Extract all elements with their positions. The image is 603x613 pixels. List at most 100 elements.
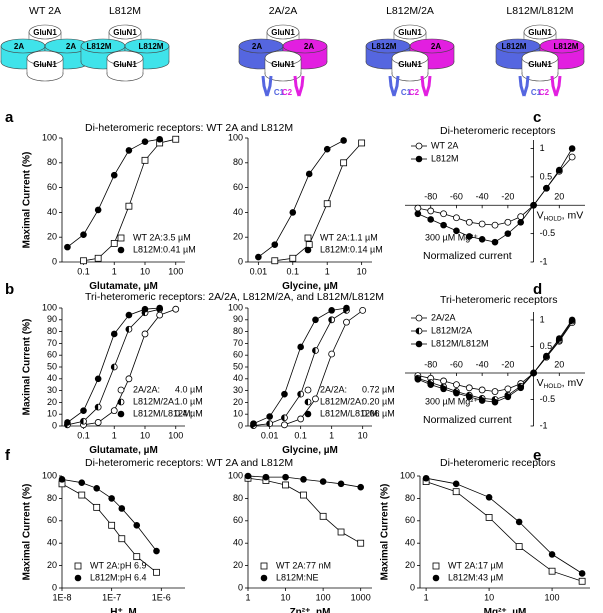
data-point <box>281 414 288 422</box>
marker-shape <box>266 413 273 420</box>
x-tick-label: 10 <box>358 430 368 440</box>
glun1-front <box>521 50 559 82</box>
x-tick-label: -20 <box>501 192 514 202</box>
data-point <box>110 330 118 338</box>
fit-line <box>425 481 583 582</box>
marker-shape <box>281 421 288 429</box>
data-point <box>415 155 423 163</box>
legend-label: 2A/2A <box>431 312 456 322</box>
marker-shape <box>504 218 512 226</box>
marker-shape <box>517 213 525 221</box>
data-point <box>427 381 435 388</box>
x-axis-label-part: Glutamate, µM <box>89 281 158 292</box>
legend-value: pH 6.9 <box>120 560 147 570</box>
data-point <box>517 213 525 221</box>
schematic-label: GluN1 <box>398 28 422 37</box>
y-tick-label: 10 <box>47 409 57 419</box>
x-tick-label: 0.1 <box>287 266 300 276</box>
data-point <box>305 241 313 249</box>
marker-shape <box>64 419 71 426</box>
marker-shape <box>110 239 118 247</box>
y-tick-label: 100 <box>228 132 243 142</box>
data-point <box>262 473 270 481</box>
marker-shape <box>133 553 141 561</box>
data-point <box>319 512 327 520</box>
x-tick-label: 0.01 <box>261 430 279 440</box>
tail-label: C1 <box>401 88 412 97</box>
schematic-label: L812M <box>502 42 527 51</box>
data-point <box>305 170 313 178</box>
data-point <box>555 335 563 342</box>
data-point <box>515 543 523 550</box>
y-tick-label: -0.5 <box>540 228 556 238</box>
marker-shape <box>478 386 486 394</box>
panel-title: Tri-heteromeric receptors: 2A/2A, L812M/… <box>85 291 384 303</box>
data-point <box>491 388 499 395</box>
glun1-front <box>264 50 302 82</box>
marker-shape <box>80 407 87 414</box>
marker-shape <box>118 505 126 512</box>
cylinder-top <box>266 24 300 40</box>
y-tick-label: 0.5 <box>540 341 553 351</box>
schematic-label: GluN1 <box>528 60 552 69</box>
cylinder-top <box>539 38 585 54</box>
data-point <box>304 398 312 406</box>
legend-value: 0.14 µM <box>350 244 383 254</box>
marker-shape <box>281 390 288 398</box>
marker-shape <box>343 318 350 326</box>
y-tick-label: 100 <box>228 302 243 312</box>
schematic-label: 2A <box>431 42 441 51</box>
data-point <box>337 528 345 536</box>
data-point <box>94 206 102 214</box>
panel-title: Di-heteromeric receptors <box>440 457 556 469</box>
marker-half <box>266 420 270 427</box>
data-point <box>312 347 319 354</box>
legend-value: 0.72 µM <box>362 384 395 394</box>
marker-shape <box>141 156 149 164</box>
data-point <box>415 327 423 335</box>
data-point <box>80 417 87 425</box>
marker-shape <box>568 145 576 152</box>
data-point <box>578 570 586 577</box>
schematic-title: WT 2A <box>29 5 61 17</box>
marker-shape <box>319 512 327 520</box>
panel-letter: a <box>5 109 14 126</box>
data-point <box>282 481 289 489</box>
marker-shape <box>427 207 435 215</box>
x-tick-label: 0.1 <box>294 430 307 440</box>
marker-shape <box>422 474 430 482</box>
data-point <box>414 204 422 212</box>
data-point <box>304 386 312 394</box>
data-point <box>328 316 336 324</box>
cylinder-top <box>409 38 455 54</box>
legend-value: 3.5 µM <box>163 232 191 242</box>
marker-shape <box>530 369 537 377</box>
marker-shape <box>304 410 312 418</box>
marker-half <box>416 328 419 334</box>
data-point <box>141 305 149 313</box>
y-tick-label: 20 <box>233 397 243 407</box>
marker-shape <box>305 170 313 178</box>
annotation: 300 µM Mg²⁺ <box>425 232 478 242</box>
legend-value: 1.0 µM <box>175 396 203 406</box>
data-point <box>453 381 460 389</box>
x-tick-label: 100 <box>168 430 183 440</box>
x-tick-label: 10 <box>281 592 291 602</box>
panel-letter: d <box>533 281 542 298</box>
marker-shape <box>125 375 133 383</box>
marker-shape <box>485 514 493 521</box>
marker-shape <box>415 340 423 348</box>
marker-shape <box>432 574 440 582</box>
data-point <box>478 397 486 404</box>
data-point <box>337 480 345 488</box>
marker-shape <box>323 200 331 208</box>
marker-shape <box>465 393 473 401</box>
y-tick-label: 10 <box>233 409 243 419</box>
x-axis-label: Glutamate, µM <box>89 281 158 292</box>
marker-half <box>281 414 285 421</box>
data-point <box>94 375 102 383</box>
data-point <box>110 171 118 179</box>
data-point <box>125 311 133 319</box>
x-tick-label: -60 <box>450 192 463 202</box>
data-point <box>94 254 102 262</box>
